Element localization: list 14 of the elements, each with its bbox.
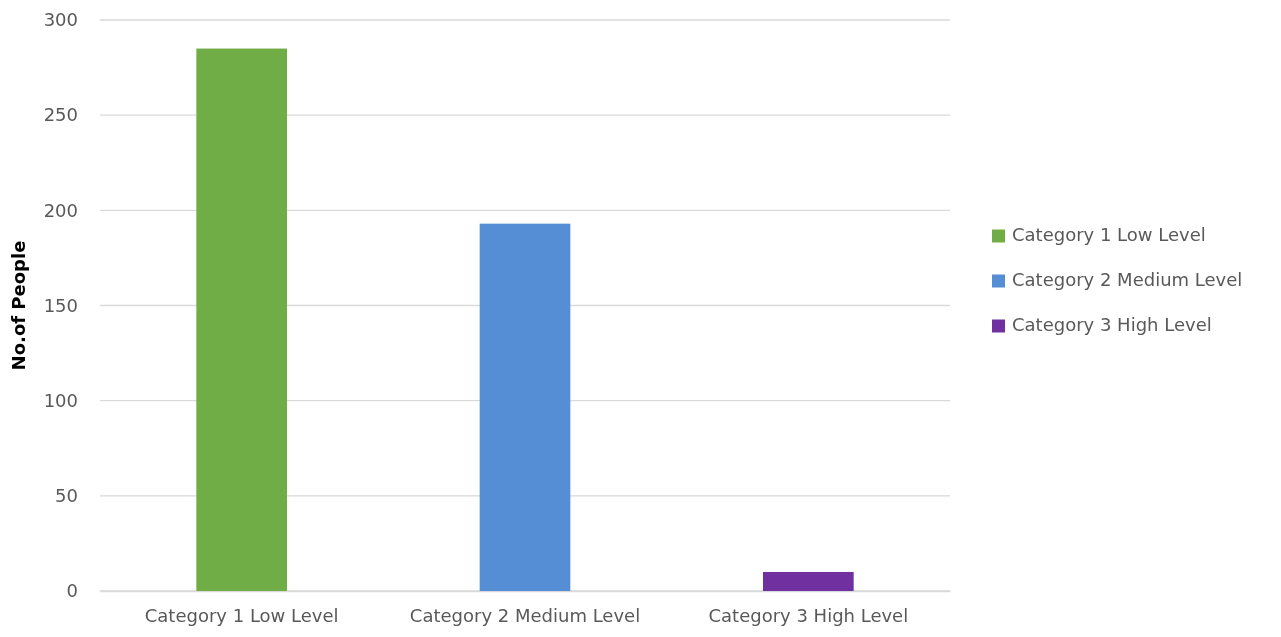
x-tick-label: Category 2 Medium Level: [409, 604, 641, 626]
y-tick-label: 100: [43, 389, 78, 411]
y-tick-label: 200: [43, 199, 78, 221]
y-axis-title: No.of People: [8, 240, 29, 371]
legend-label: Category 1 Low Level: [1012, 223, 1206, 245]
legend-label: Category 3 High Level: [1012, 313, 1212, 335]
x-tick-label: Category 3 High Level: [708, 604, 909, 626]
legend-label: Category 2 Medium Level: [1012, 268, 1243, 290]
y-tick-label: 150: [43, 294, 78, 316]
x-tick-label: Category 1 Low Level: [144, 604, 339, 626]
y-tick-label: 0: [66, 580, 78, 602]
y-tick-label: 300: [43, 9, 78, 31]
y-tick-label: 50: [55, 485, 78, 507]
y-tick-label: 250: [43, 104, 78, 126]
